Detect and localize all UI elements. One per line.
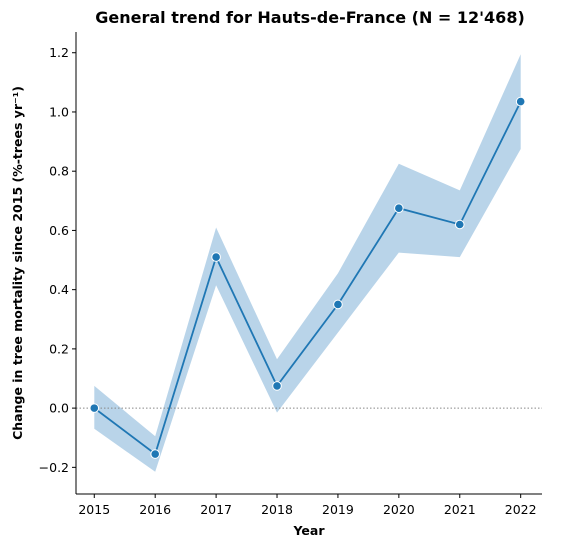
data-point-2020 xyxy=(394,203,404,214)
y-tick-label: 0.6 xyxy=(49,223,69,238)
chart-title: General trend for Hauts-de-France (N = 1… xyxy=(95,8,525,27)
y-tick-label: 0.0 xyxy=(49,401,69,416)
data-point-2018 xyxy=(272,381,282,391)
x-tick-label: 2017 xyxy=(200,502,232,517)
data-point-2019 xyxy=(333,299,343,310)
data-point-2016 xyxy=(150,449,160,459)
confidence-band xyxy=(94,54,521,472)
y-tick-label: −0.2 xyxy=(39,460,69,475)
y-tick-label: 1.0 xyxy=(49,104,69,119)
x-tick-label: 2015 xyxy=(78,502,110,517)
plot-area xyxy=(76,54,542,472)
x-tick-label: 2022 xyxy=(505,502,537,517)
x-axis-ticks: 2015 2016 2017 2018 2019 2020 2021 2022 xyxy=(78,494,537,517)
x-tick-label: 2020 xyxy=(383,502,415,517)
x-tick-label: 2018 xyxy=(261,502,293,517)
x-tick-label: 2021 xyxy=(444,502,476,517)
y-tick-label: 0.8 xyxy=(49,164,69,179)
x-axis-label: Year xyxy=(293,523,326,538)
y-axis-ticks: −0.2 0.0 0.2 0.4 0.6 0.8 1.0 1.2 xyxy=(39,45,76,475)
x-tick-label: 2019 xyxy=(322,502,354,517)
x-tick-label: 2016 xyxy=(139,502,171,517)
y-tick-label: 1.2 xyxy=(49,45,69,60)
y-axis-label: Change in tree mortality since 2015 (%-t… xyxy=(10,86,25,440)
data-point-2015 xyxy=(89,403,100,413)
axes xyxy=(75,32,542,495)
data-point-2022 xyxy=(515,96,526,107)
data-point-2017 xyxy=(211,252,221,262)
y-tick-label: 0.2 xyxy=(49,341,69,356)
series-line xyxy=(93,101,522,456)
data-point-2021 xyxy=(454,219,465,230)
y-tick-label: 0.4 xyxy=(49,282,69,297)
